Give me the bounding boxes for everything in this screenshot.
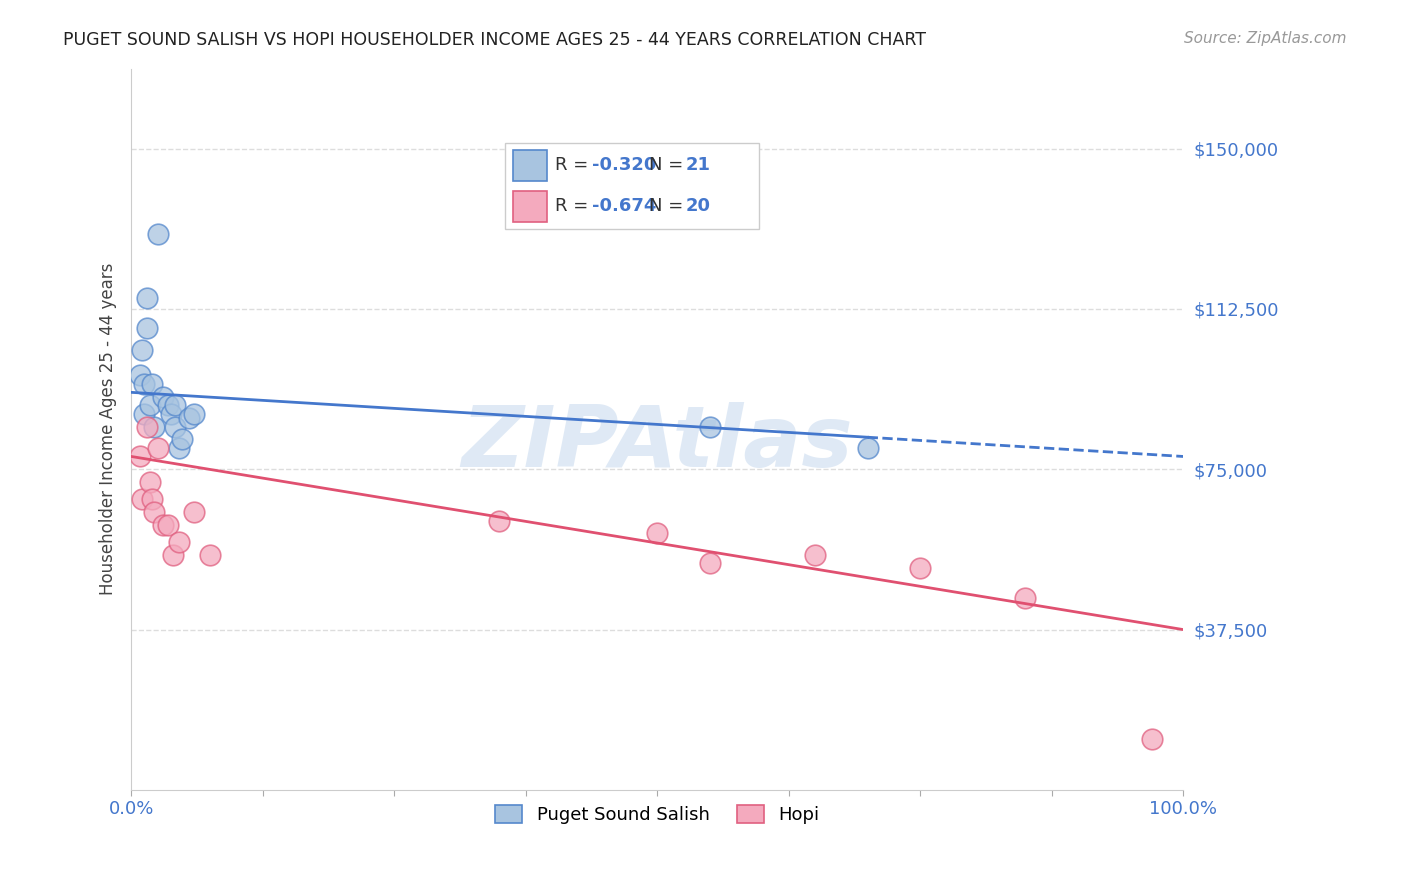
Point <box>143 419 166 434</box>
Point <box>157 398 180 412</box>
Point <box>170 433 193 447</box>
Point <box>488 514 510 528</box>
Text: N =: N = <box>650 156 689 175</box>
Point <box>143 505 166 519</box>
Point <box>699 419 721 434</box>
Point <box>136 291 159 305</box>
Point <box>139 398 162 412</box>
Point <box>128 368 150 383</box>
Point <box>179 411 201 425</box>
Text: N =: N = <box>650 196 689 215</box>
Point <box>198 548 221 562</box>
Point <box>167 441 190 455</box>
Point <box>856 441 879 455</box>
Text: PUGET SOUND SALISH VS HOPI HOUSEHOLDER INCOME AGES 25 - 44 YEARS CORRELATION CHA: PUGET SOUND SALISH VS HOPI HOUSEHOLDER I… <box>63 31 927 49</box>
Point <box>152 390 174 404</box>
Point <box>136 419 159 434</box>
Point <box>165 398 187 412</box>
Point <box>131 343 153 357</box>
Text: 21: 21 <box>686 156 710 175</box>
Text: 20: 20 <box>686 196 710 215</box>
FancyBboxPatch shape <box>505 144 759 229</box>
Point <box>1140 731 1163 746</box>
Point <box>146 441 169 455</box>
Point <box>910 560 932 574</box>
Text: R =: R = <box>555 156 593 175</box>
Point <box>183 505 205 519</box>
Point <box>1014 591 1036 605</box>
Point <box>132 407 155 421</box>
Text: -0.320: -0.320 <box>592 156 657 175</box>
Text: Source: ZipAtlas.com: Source: ZipAtlas.com <box>1184 31 1347 46</box>
Text: -0.674: -0.674 <box>592 196 657 215</box>
Point <box>804 548 827 562</box>
Text: R =: R = <box>555 196 593 215</box>
Point <box>165 419 187 434</box>
Point <box>160 407 183 421</box>
Point <box>141 492 163 507</box>
Point <box>146 227 169 242</box>
Point <box>136 321 159 335</box>
Point <box>167 535 190 549</box>
Point <box>132 376 155 391</box>
Point <box>152 517 174 532</box>
Point <box>128 450 150 464</box>
Point <box>139 475 162 489</box>
Point <box>131 492 153 507</box>
Point <box>141 376 163 391</box>
Text: ZIPAtlas: ZIPAtlas <box>461 402 853 485</box>
Point <box>183 407 205 421</box>
Point <box>157 517 180 532</box>
Point <box>162 548 184 562</box>
Legend: Puget Sound Salish, Hopi: Puget Sound Salish, Hopi <box>485 794 830 835</box>
FancyBboxPatch shape <box>513 192 547 222</box>
Y-axis label: Householder Income Ages 25 - 44 years: Householder Income Ages 25 - 44 years <box>100 263 117 595</box>
FancyBboxPatch shape <box>513 151 547 181</box>
Point <box>699 557 721 571</box>
Point <box>645 526 668 541</box>
